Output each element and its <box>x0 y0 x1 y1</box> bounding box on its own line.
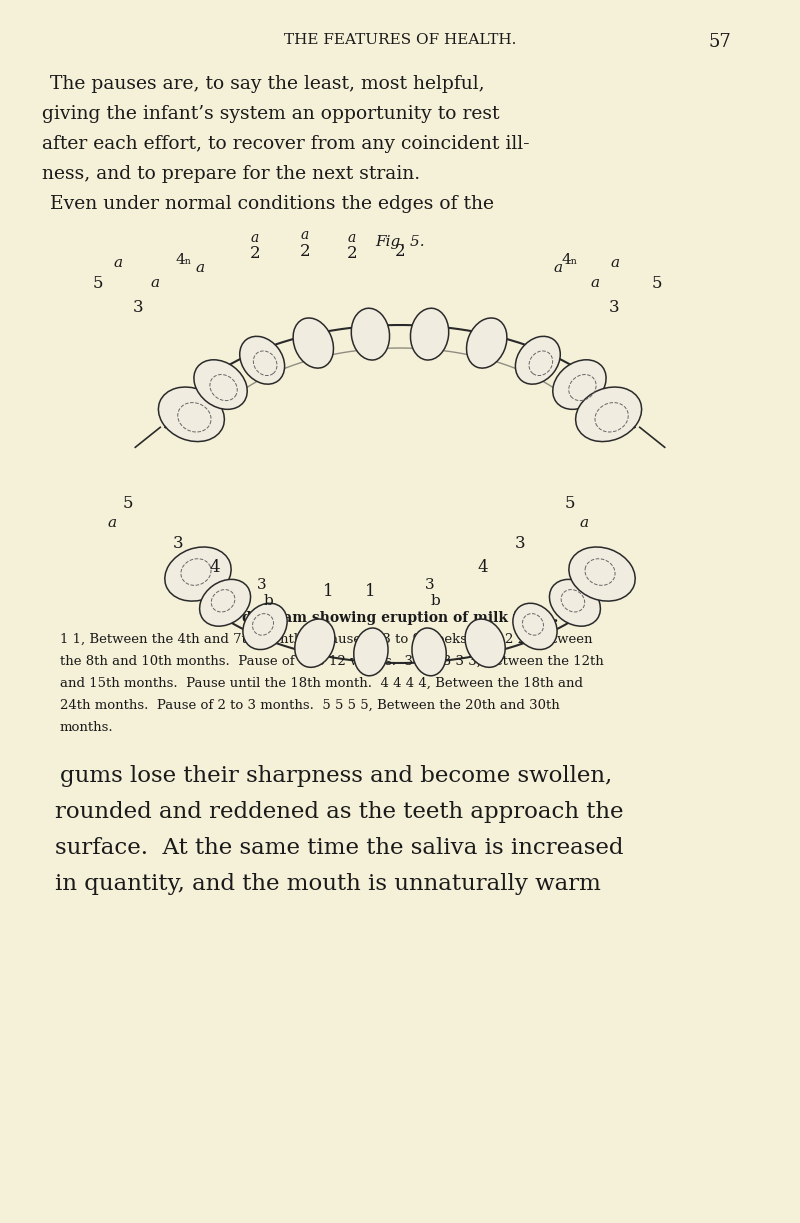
Ellipse shape <box>466 318 507 368</box>
Ellipse shape <box>354 627 388 676</box>
Ellipse shape <box>465 619 506 668</box>
Ellipse shape <box>293 318 334 368</box>
Ellipse shape <box>550 580 601 626</box>
Text: 3: 3 <box>425 578 435 592</box>
Text: months.: months. <box>60 722 114 734</box>
Text: Even under normal conditions the edges of the: Even under normal conditions the edges o… <box>50 194 494 213</box>
Text: 1: 1 <box>365 582 375 599</box>
Text: diagram showing eruption of milk teeth.: diagram showing eruption of milk teeth. <box>242 612 558 625</box>
Text: gums lose their sharpness and become swollen,: gums lose their sharpness and become swo… <box>60 766 612 786</box>
Text: b: b <box>430 594 440 608</box>
Ellipse shape <box>569 547 635 600</box>
Text: 5: 5 <box>122 494 134 511</box>
Text: 2: 2 <box>300 242 310 259</box>
Text: 4ₙ: 4ₙ <box>562 253 578 267</box>
Text: 4: 4 <box>478 559 488 576</box>
Text: a: a <box>150 276 159 290</box>
Text: Fig. 5.: Fig. 5. <box>375 235 425 249</box>
Text: THE FEATURES OF HEALTH.: THE FEATURES OF HEALTH. <box>284 33 516 46</box>
Text: surface.  At the same time the saliva is increased: surface. At the same time the saliva is … <box>55 837 623 859</box>
Text: 1: 1 <box>322 582 334 599</box>
Text: 5: 5 <box>93 274 103 291</box>
Text: 24th months.  Pause of 2 to 3 months.  5 5 5 5, Between the 20th and 30th: 24th months. Pause of 2 to 3 months. 5 5… <box>60 700 560 712</box>
Text: a: a <box>590 276 599 290</box>
Ellipse shape <box>513 603 557 649</box>
Text: 2: 2 <box>346 245 358 262</box>
Text: ness, and to prepare for the next strain.: ness, and to prepare for the next strain… <box>42 165 420 183</box>
Text: a: a <box>195 260 205 275</box>
Text: a: a <box>554 260 562 275</box>
Ellipse shape <box>515 336 560 384</box>
Text: 3: 3 <box>173 534 183 552</box>
Ellipse shape <box>294 619 335 668</box>
Text: 3: 3 <box>133 300 143 317</box>
Text: a: a <box>579 516 589 530</box>
Text: a: a <box>610 256 619 270</box>
Ellipse shape <box>351 308 390 360</box>
Ellipse shape <box>410 308 449 360</box>
Ellipse shape <box>243 603 287 649</box>
Ellipse shape <box>412 627 446 676</box>
Ellipse shape <box>165 547 231 600</box>
Text: a: a <box>348 231 356 245</box>
Text: b: b <box>263 594 273 608</box>
Text: rounded and reddened as the teeth approach the: rounded and reddened as the teeth approa… <box>55 801 623 823</box>
Text: in quantity, and the mouth is unnaturally warm: in quantity, and the mouth is unnaturall… <box>55 873 601 895</box>
Ellipse shape <box>158 386 224 442</box>
Text: a: a <box>114 256 122 270</box>
Text: 57: 57 <box>709 33 731 51</box>
Text: 3: 3 <box>609 300 619 317</box>
Ellipse shape <box>199 580 250 626</box>
Ellipse shape <box>576 386 642 442</box>
Text: 3: 3 <box>257 578 267 592</box>
Text: 3: 3 <box>514 534 526 552</box>
Text: The pauses are, to say the least, most helpful,: The pauses are, to say the least, most h… <box>50 75 485 93</box>
Text: 5: 5 <box>652 274 662 291</box>
Ellipse shape <box>553 360 606 410</box>
Text: 4ₙ: 4ₙ <box>176 253 192 267</box>
Text: after each effort, to recover from any coincident ill-: after each effort, to recover from any c… <box>42 135 530 153</box>
Text: 4: 4 <box>210 559 220 576</box>
Text: giving the infant’s system an opportunity to rest: giving the infant’s system an opportunit… <box>42 105 499 124</box>
Text: 2: 2 <box>250 245 260 262</box>
Text: and 15th months.  Pause until the 18th month.  4 4 4 4, Between the 18th and: and 15th months. Pause until the 18th mo… <box>60 678 583 690</box>
Text: 1 1, Between the 4th and 7th months.  Pause of 3 to 9 weeks.  2 2 2 2, Between: 1 1, Between the 4th and 7th months. Pau… <box>60 634 593 646</box>
Text: 2: 2 <box>394 242 406 259</box>
Text: a: a <box>251 231 259 245</box>
Text: the 8th and 10th months.  Pause of 6 to 12 weeks.  3 3 3 3 3 3, Between the 12th: the 8th and 10th months. Pause of 6 to 1… <box>60 656 604 668</box>
Ellipse shape <box>240 336 285 384</box>
Text: 5: 5 <box>565 494 575 511</box>
Ellipse shape <box>194 360 247 410</box>
Text: a: a <box>107 516 117 530</box>
Text: a: a <box>301 227 309 242</box>
